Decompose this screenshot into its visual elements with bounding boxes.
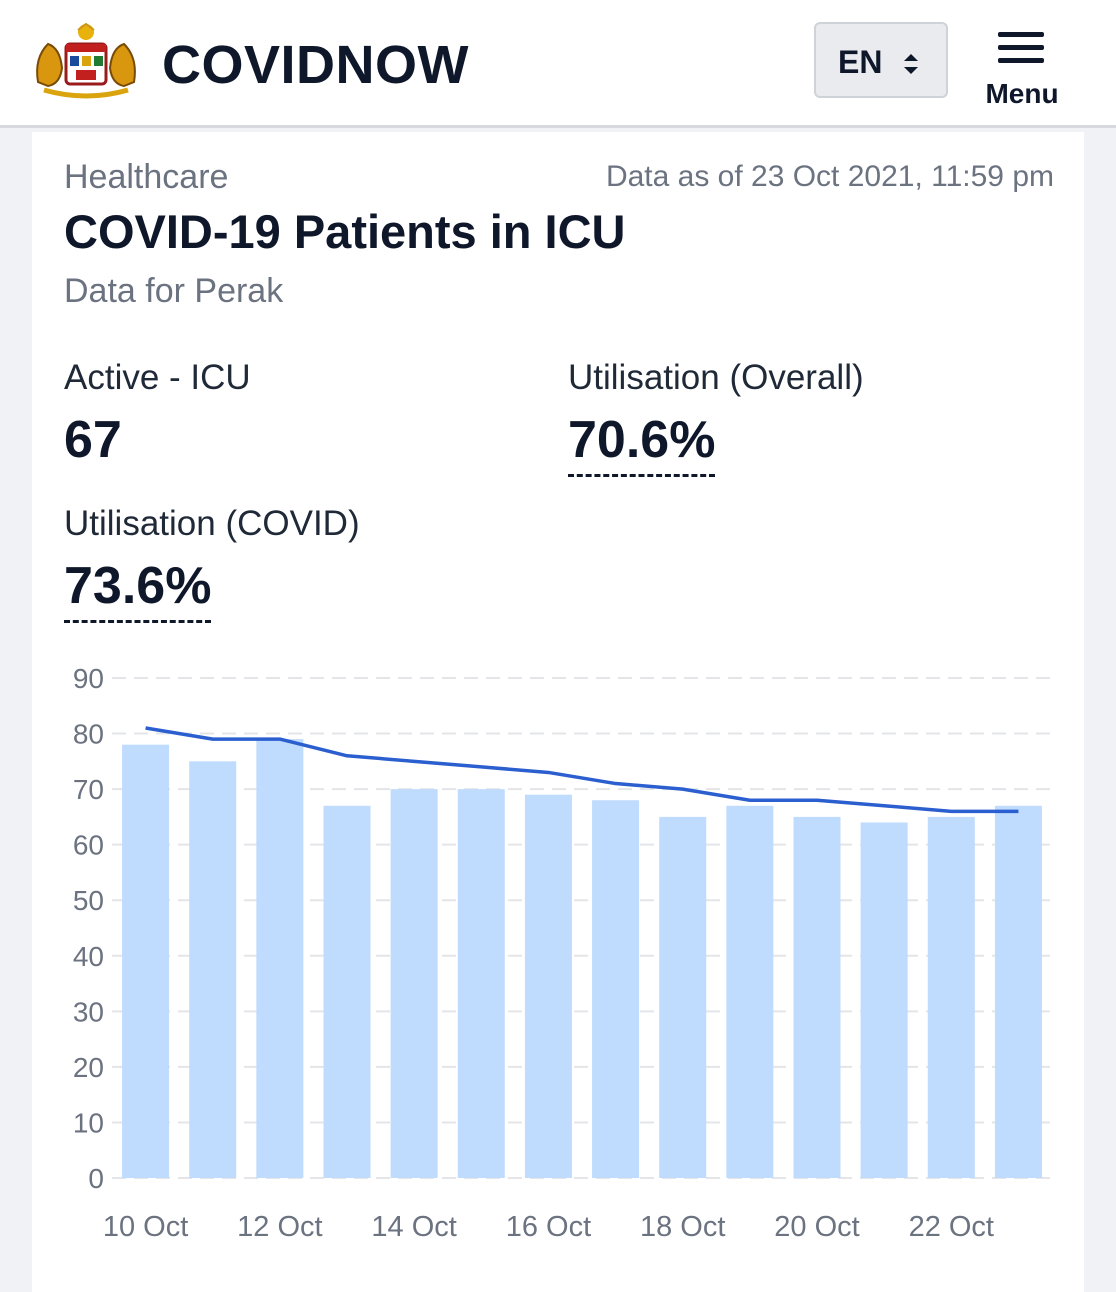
bar [524,794,572,1178]
x-tick-label: 10 Oct [103,1211,188,1243]
util-covid-label: Utilisation (COVID) [64,504,360,543]
data-as-of: Data as of 23 Oct 2021, 11:59 pm [605,160,1054,193]
card-title: COVID-19 Patients in ICU [64,205,626,258]
bar [793,816,841,1178]
icu-chart: 0 10 20 30 40 50 60 70 80 90 10 Oct 12 Oct 14 Oct 16 … [73,663,1052,1243]
x-tick-label: 22 Oct [909,1211,994,1243]
x-tick-label: 12 Oct [237,1211,322,1243]
y-tick-label: 60 [73,830,104,861]
hamburger-icon [998,32,1044,63]
y-tick-label: 70 [73,774,104,805]
sort-arrows-icon [904,54,918,74]
active-icu-label: Active - ICU [64,358,251,397]
x-tick-label: 18 Oct [640,1211,725,1243]
bar [323,805,371,1178]
y-tick-label: 80 [73,719,104,750]
y-tick-label: 20 [73,1052,104,1083]
trend-line [145,726,1019,814]
bar [256,739,304,1178]
bar [457,789,505,1178]
y-tick-label: 90 [73,663,104,694]
bar [994,805,1042,1178]
menu-button[interactable]: Menu [978,22,1078,110]
menu-label: Menu [985,78,1059,109]
category-label: Healthcare [64,158,229,196]
x-tick-label: 16 Oct [506,1211,591,1243]
y-tick-label: 40 [73,941,104,972]
active-icu-value: 67 [64,411,122,469]
x-tick-label: 20 Oct [774,1211,859,1243]
util-overall-label: Utilisation (Overall) [568,358,864,397]
y-tick-label: 30 [73,996,104,1027]
bar [860,822,908,1178]
card-subtitle: Data for Perak [64,272,284,310]
language-selector[interactable]: EN [814,22,948,98]
app-header: COVIDNOW EN Menu [0,0,1116,128]
bar [189,761,237,1178]
y-tick-label: 0 [88,1163,104,1194]
util-overall-value[interactable]: 70.6% [568,410,716,477]
malaysia-coat-of-arms-icon[interactable] [30,22,142,102]
bar [390,789,438,1178]
language-label: EN [838,44,883,80]
x-tick-label: 14 Oct [371,1211,456,1243]
bar [927,816,975,1178]
bar [726,805,774,1178]
bar [659,816,707,1178]
icu-card: Healthcare Data as of 23 Oct 2021, 11:59… [32,132,1084,1292]
bar [592,800,640,1178]
brand-name[interactable]: COVIDNOW [162,35,469,95]
bar [122,744,170,1178]
y-tick-label: 50 [73,885,104,916]
y-tick-label: 10 [73,1107,104,1138]
util-covid-value[interactable]: 73.6% [64,556,212,623]
